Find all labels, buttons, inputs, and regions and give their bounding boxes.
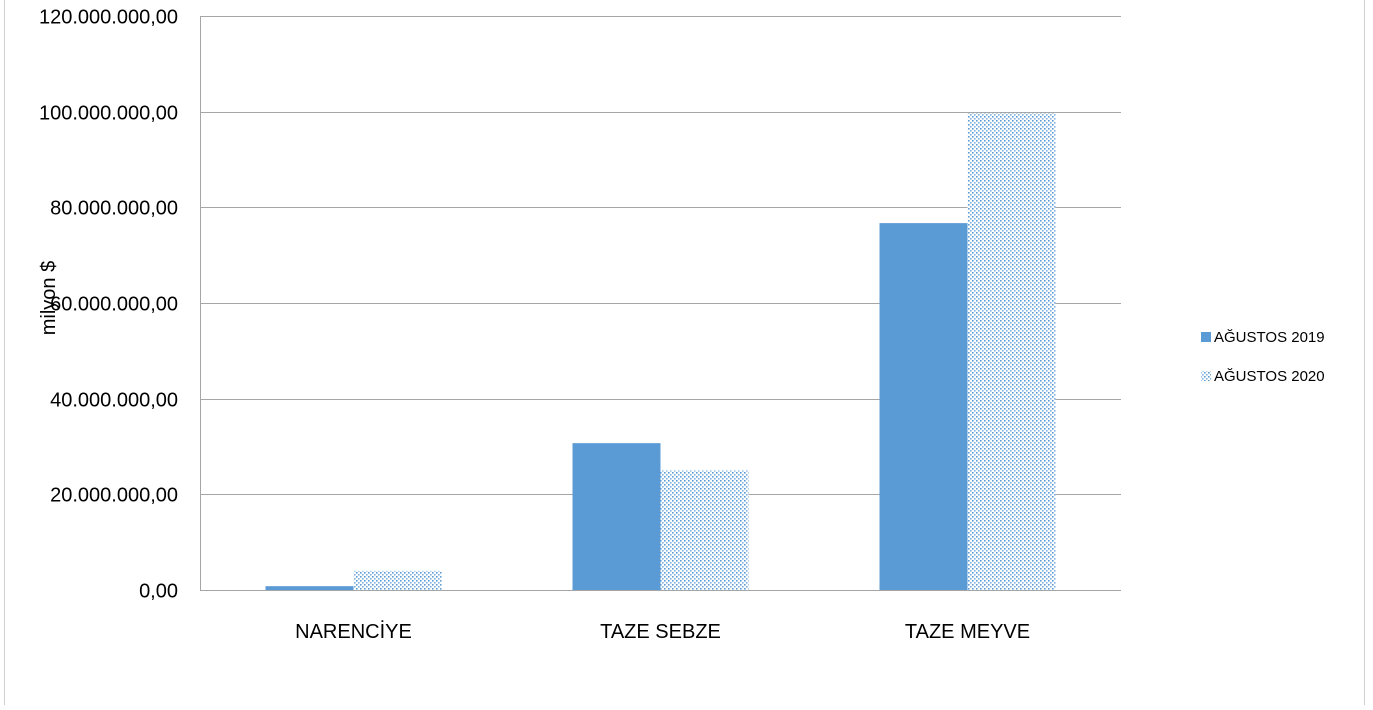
y-tick-label: 0,00 — [139, 581, 178, 603]
y-tick-label: 80.000.000,00 — [50, 198, 178, 220]
y-axis-label: milyon $ — [38, 261, 60, 335]
bar-series-2 — [353, 570, 442, 590]
y-axis-tick-labels: 0,00 20.000.000,00 40.000.000,00 60.000.000… — [39, 7, 178, 603]
x-tick-label: TAZE MEYVE — [905, 621, 1030, 643]
gridlines — [200, 16, 1121, 591]
bar-series-1 — [265, 586, 354, 590]
x-tick-label: NARENCİYE — [295, 620, 412, 643]
y-tick-label: 40.000.000,00 — [50, 390, 178, 412]
x-axis-tick-labels: NARENCİYE TAZE SEBZE TAZE MEYVE — [295, 620, 1030, 643]
y-tick-label: 20.000.000,00 — [50, 485, 178, 507]
bar-series-1 — [879, 223, 968, 590]
x-tick-label: TAZE SEBZE — [600, 621, 721, 643]
bar-series-2 — [660, 470, 749, 590]
y-tick-label: 60.000.000,00 — [50, 294, 178, 316]
y-tick-label: 100.000.000,00 — [39, 103, 178, 125]
legend-swatch — [1201, 371, 1211, 381]
legend-label: AĞUSTOS 2020 — [1214, 368, 1325, 385]
bars — [265, 113, 1056, 590]
y-tick-label: 120.000.000,00 — [39, 7, 178, 29]
bar-series-1 — [572, 443, 661, 590]
legend-label: AĞUSTOS 2019 — [1214, 329, 1325, 346]
legend: AĞUSTOS 2019 AĞUSTOS 2020 — [1201, 329, 1325, 385]
legend-swatch — [1201, 332, 1211, 342]
bar-series-2 — [967, 113, 1056, 590]
